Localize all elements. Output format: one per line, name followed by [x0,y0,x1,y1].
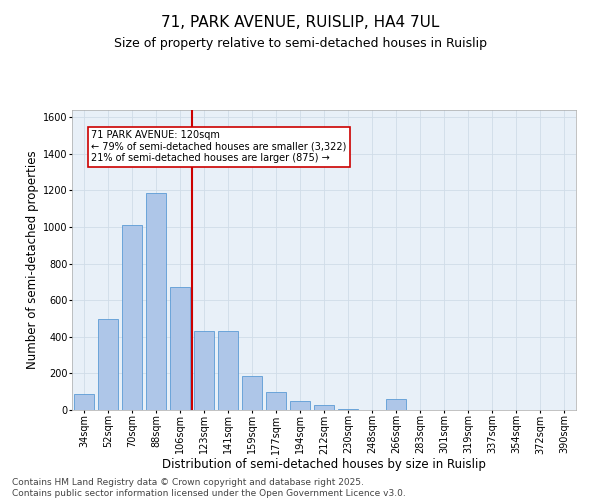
Text: 71 PARK AVENUE: 120sqm
← 79% of semi-detached houses are smaller (3,322)
21% of : 71 PARK AVENUE: 120sqm ← 79% of semi-det… [91,130,347,164]
Text: 71, PARK AVENUE, RUISLIP, HA4 7UL: 71, PARK AVENUE, RUISLIP, HA4 7UL [161,15,439,30]
Bar [194,332,214,410]
Bar [338,409,358,410]
Bar [314,404,334,410]
Bar [218,332,238,410]
Bar [122,225,142,410]
Bar [242,376,262,410]
Y-axis label: Number of semi-detached properties: Number of semi-detached properties [26,150,39,370]
Bar [74,394,94,410]
Bar [290,401,310,410]
Text: Size of property relative to semi-detached houses in Ruislip: Size of property relative to semi-detach… [113,38,487,51]
Bar [266,392,286,410]
Bar [170,288,190,410]
Bar [386,399,406,410]
Bar [146,193,166,410]
X-axis label: Distribution of semi-detached houses by size in Ruislip: Distribution of semi-detached houses by … [162,458,486,470]
Text: Contains HM Land Registry data © Crown copyright and database right 2025.
Contai: Contains HM Land Registry data © Crown c… [12,478,406,498]
Bar [98,318,118,410]
